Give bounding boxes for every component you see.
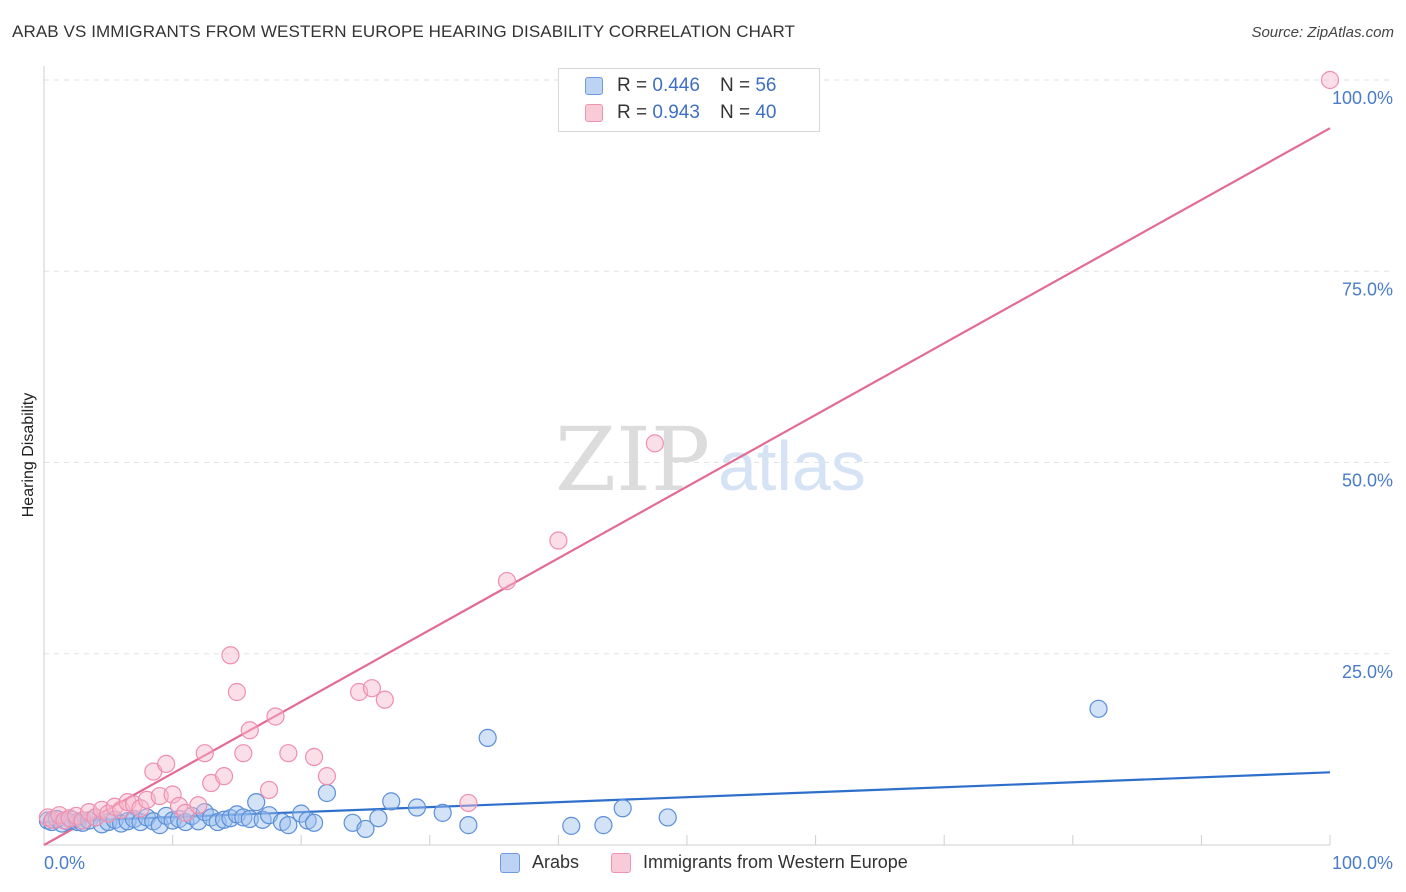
immigrants-point-26 [214, 767, 234, 786]
legend-n-value: 40 [755, 102, 777, 123]
immigrants-point-35 [317, 767, 337, 786]
arabs-point-38 [279, 816, 298, 835]
chart-title: ARAB VS IMMIGRANTS FROM WESTERN EUROPE H… [12, 22, 795, 41]
y-tick-label-1: 50.0% [1342, 471, 1393, 491]
legend-n-label: N = [719, 75, 751, 96]
legend-r-label: R = [617, 75, 648, 96]
immigrants-point-39 [459, 793, 478, 813]
immigrants-point-43 [1320, 70, 1340, 90]
arabs-point-47 [407, 798, 427, 817]
immigrants-point-34 [304, 747, 324, 767]
y-axis-title: Hearing Disability [20, 393, 37, 518]
tick-labels: 25.0% 50.0% 75.0% 100.0% 0.0% 100.0% [44, 88, 1393, 873]
arabs-point-33 [240, 809, 259, 829]
arabs-point-32 [234, 808, 253, 827]
arabs-point-35 [253, 810, 272, 829]
arabs-point-34 [247, 793, 266, 812]
arabs-point-53 [613, 799, 632, 818]
y-tick-label-2: 75.0% [1342, 279, 1393, 299]
arabs-point-55 [1089, 699, 1108, 718]
arabs-point-49 [459, 816, 478, 835]
arabs-point-52 [594, 816, 613, 835]
x-tick-label-min: 0.0% [44, 853, 85, 873]
y-tick-label-3: 100.0% [1332, 88, 1393, 108]
immigrants-point-32 [266, 707, 285, 726]
x-tick-label-max: 100.0% [1332, 853, 1393, 873]
legend-r-value: 0.943 [652, 102, 700, 123]
legend-item-immigrants[interactable]: Immigrants from Western Europe [611, 852, 908, 873]
axes [43, 66, 1331, 846]
watermark: ZIP atlas [555, 408, 866, 511]
y-tick-label-0: 25.0% [1342, 662, 1393, 682]
legend-swatch-arabs [500, 852, 520, 873]
legend-n-value: 56 [755, 75, 777, 96]
legend-row-arabs: R = 0.446 N = 56 [585, 73, 776, 99]
arabs-point-45 [369, 809, 388, 828]
arabs-point-46 [382, 792, 401, 811]
immigrants-point-31 [259, 780, 279, 800]
legend-r-value: 0.446 [652, 75, 700, 96]
data-points [38, 70, 1340, 839]
arabs-point-54 [658, 808, 677, 827]
watermark-atlas: atlas [718, 427, 866, 505]
legend-row-immigrants: R = 0.943 N = 40 [585, 100, 776, 126]
watermark-zip: ZIP [555, 408, 710, 511]
immigrants-point-20 [163, 785, 182, 804]
immigrants-point-30 [240, 721, 259, 740]
arabs-trend-line [43, 771, 1331, 824]
immigrants-point-21 [169, 796, 189, 816]
immigrants-point-19 [157, 754, 176, 774]
immigrants-point-23 [189, 796, 208, 815]
legend-swatch-immigrants [585, 104, 603, 122]
immigrants-trend-line [43, 127, 1331, 846]
arabs-point-51 [562, 816, 581, 835]
series-0 [38, 699, 1108, 839]
legend-r-label: R = [617, 102, 648, 123]
immigrants-point-28 [227, 682, 246, 702]
immigrants-point-33 [279, 744, 298, 763]
correlation-legend: R = 0.446 N = 56 R = 0.943 N = 40 [558, 68, 820, 132]
immigrants-point-41 [549, 531, 568, 550]
immigrants-point-40 [497, 571, 517, 591]
arabs-point-39 [292, 804, 311, 823]
arabs-point-42 [317, 783, 337, 803]
arabs-point-16 [131, 812, 150, 832]
arabs-point-48 [433, 803, 452, 822]
gridlines [44, 79, 1390, 655]
legend-label-arabs: Arabs [532, 852, 580, 872]
immigrants-point-37 [362, 679, 382, 698]
arabs-point-50 [478, 728, 497, 748]
legend-label-immigrants: Immigrants from Western Europe [643, 852, 908, 872]
arabs-point-41 [304, 813, 324, 832]
legend-n-label: N = [719, 102, 751, 123]
immigrants-point-27 [221, 646, 240, 665]
legend-swatch-arabs [585, 77, 603, 95]
immigrants-point-38 [375, 690, 394, 709]
immigrants-point-29 [234, 744, 253, 763]
immigrants-point-24 [195, 744, 214, 763]
legend-swatch-immigrants [611, 852, 632, 873]
series-legend: Arabs Immigrants from Western Europe [500, 852, 940, 873]
immigrants-point-42 [645, 434, 664, 453]
trend-lines [43, 127, 1331, 846]
series-1 [38, 70, 1340, 830]
source-label: Source: ZipAtlas.com [1251, 24, 1394, 41]
legend-item-arabs[interactable]: Arabs [500, 852, 579, 873]
arabs-point-44 [356, 819, 375, 839]
